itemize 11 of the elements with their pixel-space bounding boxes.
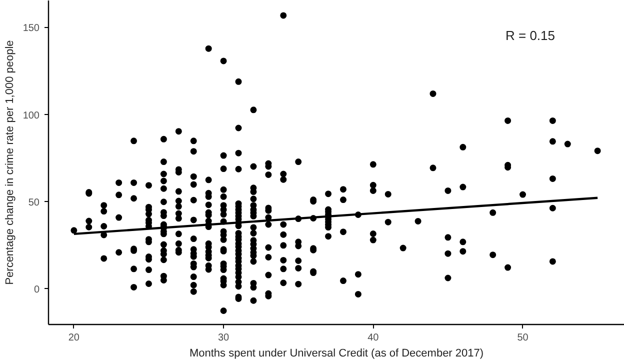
x-tick-label: 40 [368, 332, 380, 344]
y-tick-label: 0 [34, 284, 40, 296]
y-tick-label: 50 [28, 197, 40, 208]
x-tick-label: 50 [517, 332, 529, 344]
x-tick-label: 30 [218, 332, 230, 344]
y-tick-label: 100 [22, 110, 40, 122]
x-tick-label: 20 [68, 332, 80, 344]
annotation: R = 0.15 [506, 28, 556, 43]
y-axis-title: Percentage change in crime rate per 1,000 people [4, 40, 16, 285]
x-axis-title: Months spent under Universal Credit (as of December 2017) [189, 348, 484, 360]
y-tick-label: 150 [22, 23, 40, 34]
